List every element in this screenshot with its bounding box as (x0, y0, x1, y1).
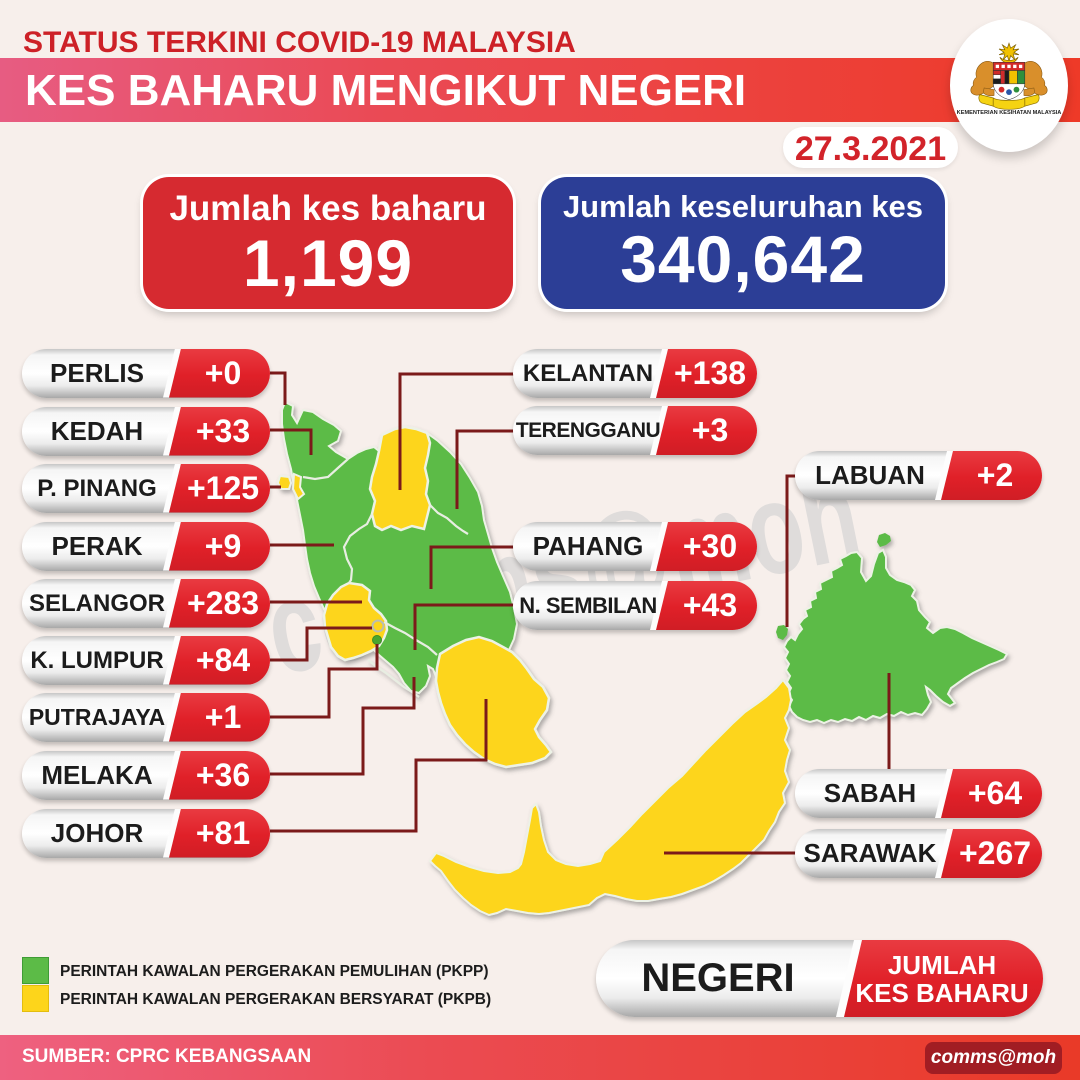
svg-text:KEMENTERIAN KESIHATAN MALAYSIA: KEMENTERIAN KESIHATAN MALAYSIA (957, 110, 1062, 116)
